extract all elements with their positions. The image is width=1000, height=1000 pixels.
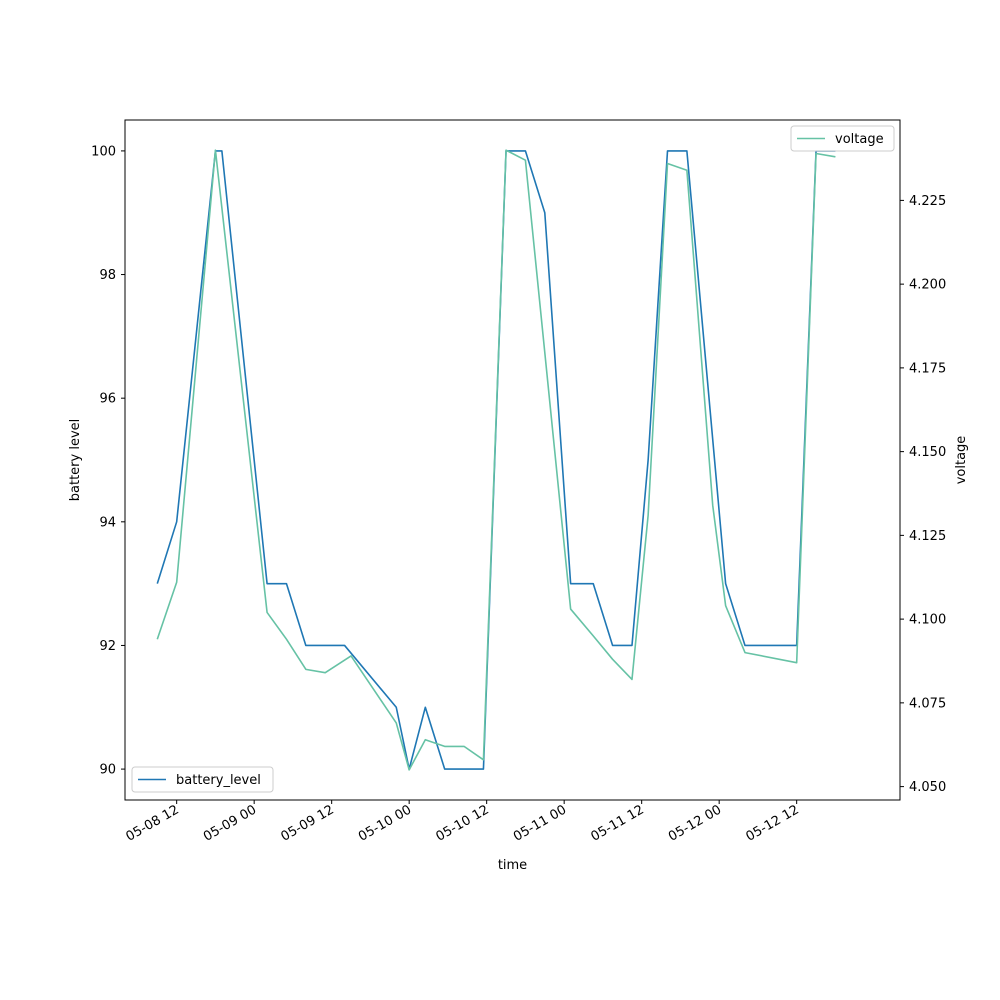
- legend-voltage: voltage: [790, 125, 895, 152]
- y-tick-label: 90: [99, 763, 116, 778]
- y-tick-label: 100: [91, 144, 116, 159]
- y2-axis-label: voltage: [954, 436, 969, 485]
- y2-tick-label: 4.125: [909, 529, 946, 544]
- y2-tick-label: 4.200: [909, 278, 946, 293]
- legend-box: [131, 766, 274, 793]
- y-tick-label: 96: [99, 392, 116, 407]
- y2-tick-label: 4.175: [909, 361, 946, 376]
- y-tick-label: 94: [99, 515, 116, 530]
- y2-tick-label: 4.150: [909, 445, 946, 460]
- x-axis-label: time: [498, 858, 527, 873]
- y-tick-label: 98: [99, 268, 116, 283]
- legend-group: battery_level voltage: [131, 125, 895, 793]
- y2-tick-label: 4.075: [909, 696, 946, 711]
- legend-battery-level: battery_level: [131, 766, 274, 793]
- y2-tick-label: 4.100: [909, 613, 946, 628]
- series-line-battery-level: [156, 150, 836, 770]
- series-line-voltage: [156, 149, 836, 771]
- plot-series-group: [156, 149, 836, 771]
- y-axis-label: battery level: [68, 419, 83, 502]
- y2-tick-label: 4.050: [909, 780, 946, 795]
- y2-tick-label: 4.225: [909, 194, 946, 209]
- legend-box: [790, 125, 895, 152]
- legend-label: voltage: [835, 132, 884, 147]
- legend-label: battery_level: [176, 773, 261, 788]
- plot-frame: [124, 119, 901, 801]
- y-tick-label: 92: [99, 639, 116, 654]
